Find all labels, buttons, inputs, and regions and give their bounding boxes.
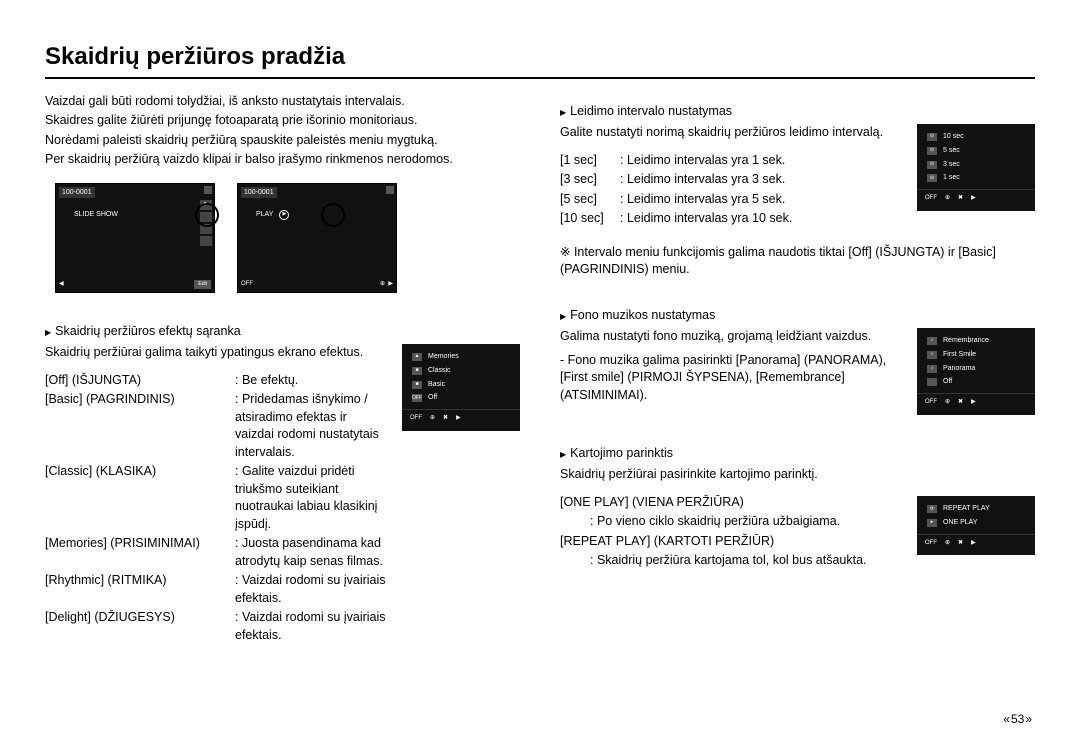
music-bullet: - Fono muzika galima pasirinkti [Panoram… [560,352,901,405]
effect-key: [Off] (IŠJUNGTA) [45,372,235,390]
nav-icon: ▶ [456,414,461,422]
menu-item: Classic [428,366,451,376]
effect-val: Pridedamas išnykimo / atsiradimo efektas… [235,391,386,461]
interval-key: [3 sec] [560,171,620,189]
menu-off-label: OFF [925,194,937,202]
nav-icon: ⊕ [945,194,950,202]
effects-desc: Skaidrių peržiūrai galima taikyti ypatin… [45,344,386,362]
effect-key: [Memories] (PRISIMINIMAI) [45,535,235,570]
highlight-circle-icon [321,203,345,227]
music-menu: ♪Remembrance ♪First Smile ♪Panorama Off … [917,328,1035,415]
menu-item: Off [428,393,437,403]
repeat-opt-desc: : Skaidrių peržiūra kartojama tol, kol b… [590,552,899,570]
off-label: OFF [241,280,253,288]
file-counter: 100-0001 [241,187,277,199]
repeat-desc: Skaidrių peržiūrai pasirinkite kartojimo… [560,466,899,484]
repeat-opt-label: [REPEAT PLAY] (KARTOTI PERŽIŪR) [560,533,899,551]
nav-icon: ⊕ [945,539,950,547]
menu-off-label: OFF [925,398,937,406]
battery-icon [204,186,212,194]
screen-label: PLAY [256,210,273,220]
menu-item: ONE PLAY [943,518,978,528]
nav-icon: ✖ [958,398,963,406]
right-column: Leidimo intervalo nustatymas Galite nust… [560,93,1035,647]
page-number: 53 [1003,711,1032,728]
interval-key: [5 sec] [560,191,620,209]
nav-icons: ⊕ ▶ [380,280,393,288]
camera-screen-play: 100-0001 PLAY ▶ OFF ⊕ ▶ [237,183,397,293]
interval-desc: Galite nustatyti norimą skaidrių peržiūr… [560,124,901,142]
music-desc: Galima nustatyti fono muziką, grojamą le… [560,328,901,346]
effect-val: Vaizdai rodomi su įvairiais efektais. [235,572,386,607]
menu-off-label: OFF [925,539,937,547]
interval-val: Leidimo intervalas yra 1 sek. [620,152,785,170]
menu-item: 10 sec [943,132,964,142]
intro-line: Norėdami paleisti skaidrių peržiūrą spau… [45,132,520,150]
repeat-menu: ⟳REPEAT PLAY ▸ONE PLAY OFF⊕✖▶ [917,496,1035,555]
effect-key: [Classic] (KLASIKA) [45,463,235,533]
highlight-circle-icon [195,203,219,227]
music-heading: Fono muzikos nustatymas [560,307,1035,325]
intro-line: Per skaidrių peržiūrą vaizdo klipai ir b… [45,151,520,169]
battery-icon [386,186,394,194]
effect-val: Juosta pasendinama kad atrodytų kaip sen… [235,535,386,570]
nav-icon: ✖ [443,414,448,422]
nav-icon: ▶ [971,194,976,202]
page-title: Skaidrių peržiūros pradžia [45,40,1035,79]
menu-item: 1 sec [943,173,960,183]
camera-screen-slideshow: 100-0001 SLIDE SHOW ▶ ◀ Edit [55,183,215,293]
interval-key: [10 sec] [560,210,620,228]
nav-left-icon: ◀ [59,280,64,288]
file-counter: 100-0001 [59,187,95,199]
nav-icon: ▶ [971,398,976,406]
side-icon [200,236,212,246]
nav-icon: ▶ [971,539,976,547]
effect-val: Be efektų. [235,372,386,390]
effect-val: Galite vaizdui pridėti triukšmo suteikia… [235,463,386,533]
intro-block: Vaizdai gali būti rodomi tolydžiai, iš a… [45,93,520,169]
screen-label: SLIDE SHOW [74,210,118,220]
effect-key: [Rhythmic] (RITMIKA) [45,572,235,607]
effect-key: [Delight] (DŽIUGESYS) [45,609,235,644]
interval-val: Leidimo intervalas yra 10 sek. [620,210,792,228]
repeat-opt-desc: : Po vieno ciklo skaidrių peržiūra užbai… [590,513,899,531]
intro-line: Vaizdai gali būti rodomi tolydžiai, iš a… [45,93,520,111]
menu-item: Remembrance [943,336,989,346]
nav-icon: ✖ [958,194,963,202]
left-column: Vaizdai gali būti rodomi tolydžiai, iš a… [45,93,520,647]
nav-icon: ⊕ [945,398,950,406]
menu-item: Memories [428,352,459,362]
interval-menu: ⊙10 sec ⊙5 sec ⊙3 sec ⊙1 sec OFF⊕✖▶ [917,124,1035,211]
intro-line: Skaidres galite žiūrėti prijungę fotoapa… [45,112,520,130]
interval-val: Leidimo intervalas yra 3 sek. [620,171,785,189]
menu-item: REPEAT PLAY [943,504,990,514]
menu-item: Off [943,377,952,387]
interval-key: [1 sec] [560,152,620,170]
effect-val: Vaizdai rodomi su įvairiais efektais. [235,609,386,644]
interval-note: ※ Intervalo meniu funkcijomis galima nau… [560,244,1035,279]
nav-icon: ✖ [958,539,963,547]
nav-icon: ⊕ [430,414,435,422]
menu-item: First Smile [943,350,976,360]
repeat-opt-label: [ONE PLAY] (VIENA PERŽIŪRA) [560,494,899,512]
interval-val: Leidimo intervalas yra 5 sek. [620,191,785,209]
menu-item: 3 sec [943,160,960,170]
repeat-heading: Kartojimo parinktis [560,445,1035,463]
effects-menu: ▲Memories ■Classic ■Basic OFFOff OFF⊕✖▶ [402,344,520,431]
menu-off-label: OFF [410,414,422,422]
menu-item: Panorama [943,364,975,374]
play-icon: ▶ [279,210,289,220]
effect-key: [Basic] (PAGRINDINIS) [45,391,235,461]
interval-heading: Leidimo intervalo nustatymas [560,103,1035,121]
screenshot-row: 100-0001 SLIDE SHOW ▶ ◀ Edit [55,183,520,293]
menu-item: 5 sec [943,146,960,156]
menu-item: Basic [428,380,445,390]
edit-button-label: Edit [194,280,211,289]
effects-heading: Skaidrių peržiūros efektų sąranka [45,323,520,341]
